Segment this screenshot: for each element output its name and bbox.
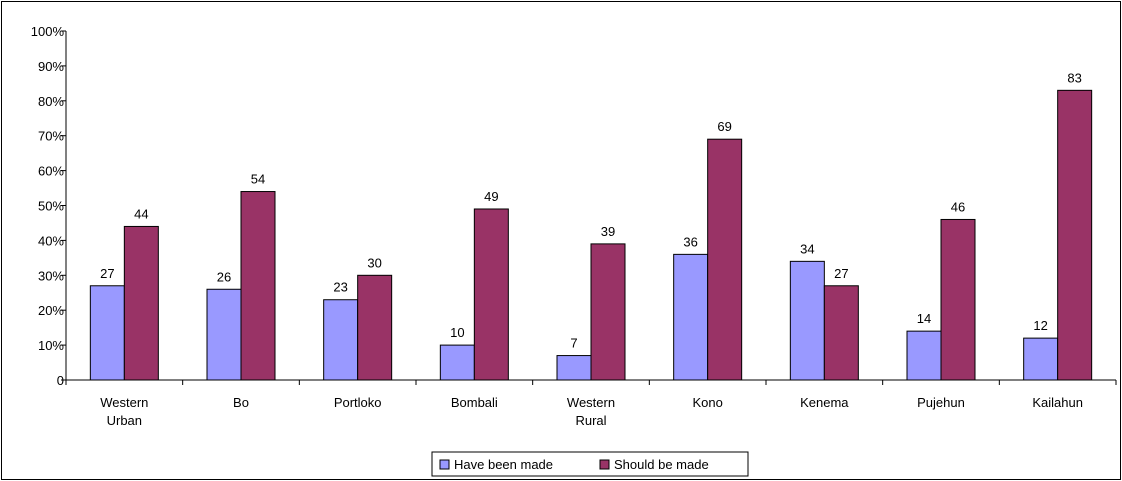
x-tick-label-line: Portloko bbox=[334, 395, 382, 410]
bar-have-been-made bbox=[906, 330, 942, 381]
x-tick-label-line: Kailahun bbox=[1032, 395, 1083, 410]
x-tick-label-line: Bo bbox=[233, 395, 249, 410]
bar-should-be-made bbox=[1057, 89, 1093, 381]
y-tick-label: 80% bbox=[38, 94, 64, 109]
x-tick-label-line: Western bbox=[100, 395, 148, 410]
y-tick-label: 10% bbox=[38, 338, 64, 353]
data-label: 27 bbox=[100, 266, 114, 281]
plot-area: 0 10% 20% 30% 40% 50% 60% 70% 80% 90% 100% 27 44 West… bbox=[31, 24, 1117, 428]
data-label: 36 bbox=[683, 234, 697, 249]
x-tick-label-line: Rural bbox=[575, 413, 606, 428]
x-tick-label: Kailahun bbox=[1032, 395, 1083, 410]
x-tick-label-line: Kenema bbox=[800, 395, 849, 410]
data-label: 26 bbox=[217, 269, 231, 284]
bar-have-been-made bbox=[323, 299, 359, 381]
data-label: 34 bbox=[800, 241, 814, 256]
data-label: 44 bbox=[134, 206, 148, 221]
x-tick-label: Bo bbox=[233, 395, 249, 410]
data-label: 7 bbox=[570, 336, 577, 351]
data-label: 39 bbox=[601, 224, 615, 239]
legend-box bbox=[431, 451, 749, 477]
y-tick-label: 100% bbox=[31, 24, 65, 39]
bar-should-be-made bbox=[123, 225, 159, 381]
legend-label: Should be made bbox=[614, 457, 709, 472]
x-tick-label: Western Rural bbox=[567, 395, 615, 428]
x-tick-label-line: Western bbox=[567, 395, 615, 410]
bar-should-be-made bbox=[590, 243, 626, 381]
legend-label: Have been made bbox=[454, 457, 553, 472]
y-tick-label: 40% bbox=[38, 233, 64, 248]
legend: Have been made Should be made bbox=[431, 451, 749, 477]
bar-should-be-made bbox=[473, 208, 509, 381]
bar-should-be-made bbox=[823, 285, 859, 381]
y-tick-label: 50% bbox=[38, 199, 64, 214]
x-tick-label: Western Urban bbox=[100, 395, 148, 428]
x-tick-label-line: Kono bbox=[692, 395, 722, 410]
data-label: 54 bbox=[251, 172, 265, 187]
y-tick-label: 60% bbox=[38, 164, 64, 179]
x-tick-label: Portloko bbox=[334, 395, 382, 410]
data-label: 46 bbox=[951, 199, 965, 214]
bar-have-been-made bbox=[89, 285, 125, 381]
data-label: 10 bbox=[450, 325, 464, 340]
x-tick-label: Kenema bbox=[800, 395, 849, 410]
y-tick-label: 20% bbox=[38, 303, 64, 318]
y-tick-label: 70% bbox=[38, 129, 64, 144]
bar-should-be-made bbox=[707, 138, 743, 381]
x-tick-label-line: Urban bbox=[107, 413, 142, 428]
data-label: 27 bbox=[834, 266, 848, 281]
data-label: 14 bbox=[917, 311, 931, 326]
data-label: 69 bbox=[717, 119, 731, 134]
legend-swatch bbox=[599, 459, 610, 470]
data-label: 30 bbox=[367, 255, 381, 270]
bar-should-be-made bbox=[940, 218, 976, 381]
bar-have-been-made bbox=[439, 344, 475, 381]
bar-have-been-made bbox=[206, 288, 242, 381]
y-tick-label: 90% bbox=[38, 59, 64, 74]
legend-swatch bbox=[439, 459, 450, 470]
x-tick-label: Pujehun bbox=[917, 395, 965, 410]
x-tick-label-line: Pujehun bbox=[917, 395, 965, 410]
y-tick-label: 0 bbox=[57, 373, 64, 388]
bar-have-been-made bbox=[1023, 337, 1059, 381]
data-label: 12 bbox=[1033, 318, 1047, 333]
bar-should-be-made bbox=[240, 191, 276, 381]
data-label: 23 bbox=[333, 280, 347, 295]
data-label: 49 bbox=[484, 189, 498, 204]
x-tick-label-line: Bombali bbox=[451, 395, 498, 410]
data-label: 83 bbox=[1067, 70, 1081, 85]
y-tick-label: 30% bbox=[38, 268, 64, 283]
x-tick-label: Bombali bbox=[451, 395, 498, 410]
bar-have-been-made bbox=[789, 260, 825, 381]
bar-should-be-made bbox=[357, 274, 393, 381]
bar-have-been-made bbox=[556, 355, 592, 381]
x-tick-label: Kono bbox=[692, 395, 722, 410]
bar-have-been-made bbox=[673, 253, 709, 381]
